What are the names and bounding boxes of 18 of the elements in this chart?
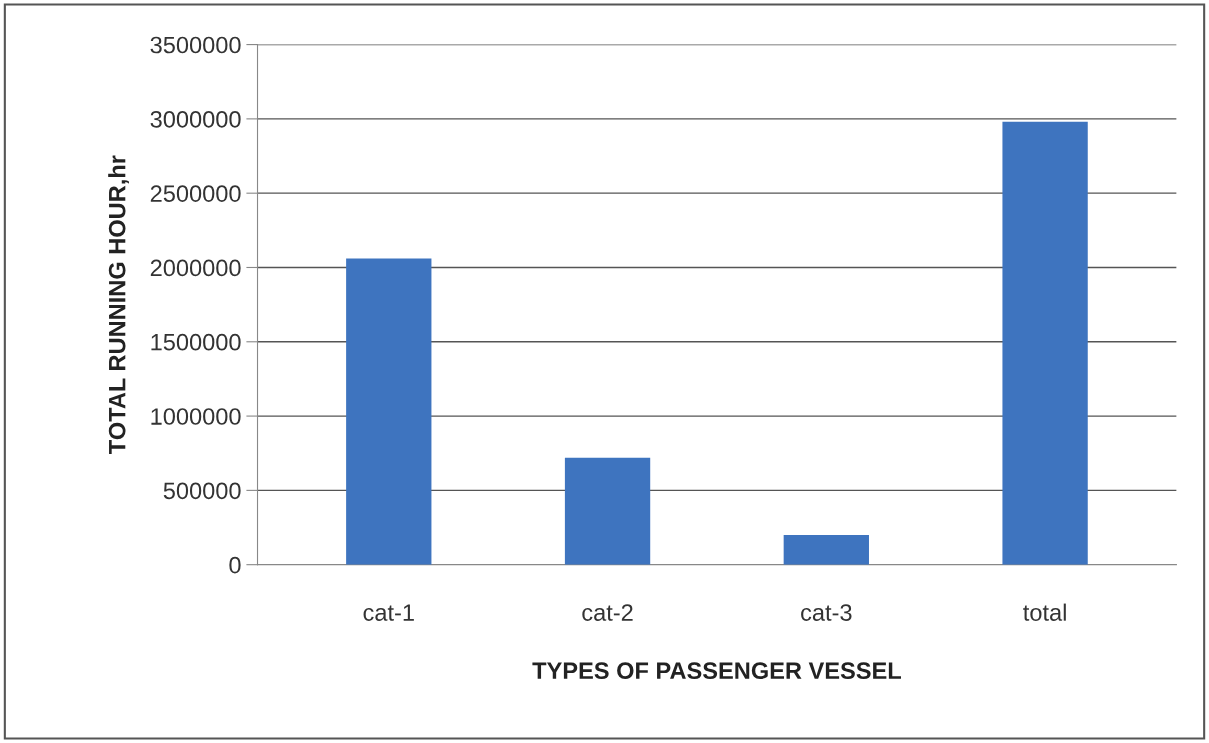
bar [1002,121,1088,565]
y-tick-label: 3000000 [150,110,241,128]
bar [346,258,432,565]
y-tick-label: 500000 [163,482,241,500]
y-tick-label: 1000000 [151,408,241,425]
bar [783,534,869,565]
x-tick-label: total [1023,603,1066,621]
y-tick-label: 1500000 [151,333,241,351]
x-axis-title: TYPES OF PASSENGER VESSEL [532,662,901,680]
x-tick-label: cat-1 [363,604,414,621]
x-tick-label: cat-2 [582,604,633,621]
y-tick-label: 2500000 [150,185,241,202]
y-axis-title: TOTAL RUNNING HOUR,hr [108,155,129,454]
x-tick-label: cat-3 [801,604,852,621]
y-tick-label: 2000000 [150,259,241,277]
y-tick-label: 3500000 [150,36,241,54]
y-tick-label: 0 [229,556,241,574]
bar [564,457,651,565]
